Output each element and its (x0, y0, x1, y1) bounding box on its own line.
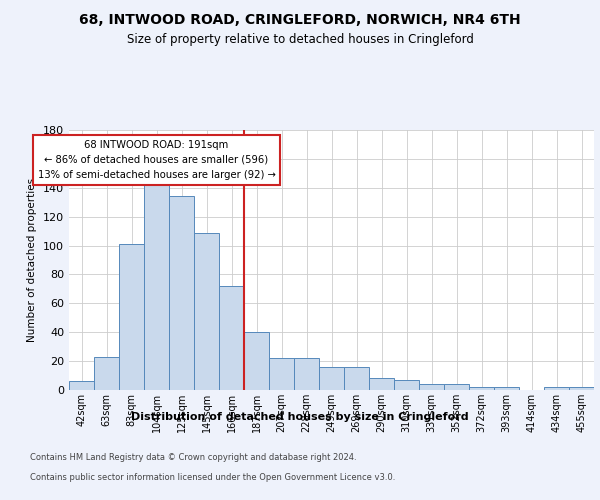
Text: Contains HM Land Registry data © Crown copyright and database right 2024.: Contains HM Land Registry data © Crown c… (30, 452, 356, 462)
Bar (69, 382, 94, 390)
Bar (294, 358, 319, 390)
Bar (369, 378, 394, 390)
Bar (169, 196, 194, 390)
Y-axis label: Number of detached properties: Number of detached properties (28, 178, 37, 342)
Bar (194, 232, 219, 390)
Bar (119, 244, 144, 390)
Text: Contains public sector information licensed under the Open Government Licence v3: Contains public sector information licen… (30, 472, 395, 482)
Bar (494, 387, 519, 390)
Bar (444, 384, 469, 390)
Bar (569, 387, 594, 390)
Bar (419, 384, 444, 390)
Bar (394, 380, 419, 390)
Bar (319, 367, 344, 390)
Bar (544, 387, 569, 390)
Bar (269, 358, 294, 390)
Bar (469, 387, 494, 390)
Bar (144, 179, 169, 390)
Text: Size of property relative to detached houses in Cringleford: Size of property relative to detached ho… (127, 32, 473, 46)
Bar (219, 286, 244, 390)
Text: 68, INTWOOD ROAD, CRINGLEFORD, NORWICH, NR4 6TH: 68, INTWOOD ROAD, CRINGLEFORD, NORWICH, … (79, 12, 521, 26)
Text: 68 INTWOOD ROAD: 191sqm
← 86% of detached houses are smaller (596)
13% of semi-d: 68 INTWOOD ROAD: 191sqm ← 86% of detache… (38, 140, 275, 179)
Bar (244, 332, 269, 390)
Text: Distribution of detached houses by size in Cringleford: Distribution of detached houses by size … (131, 412, 469, 422)
Bar (94, 357, 119, 390)
Bar (344, 367, 369, 390)
